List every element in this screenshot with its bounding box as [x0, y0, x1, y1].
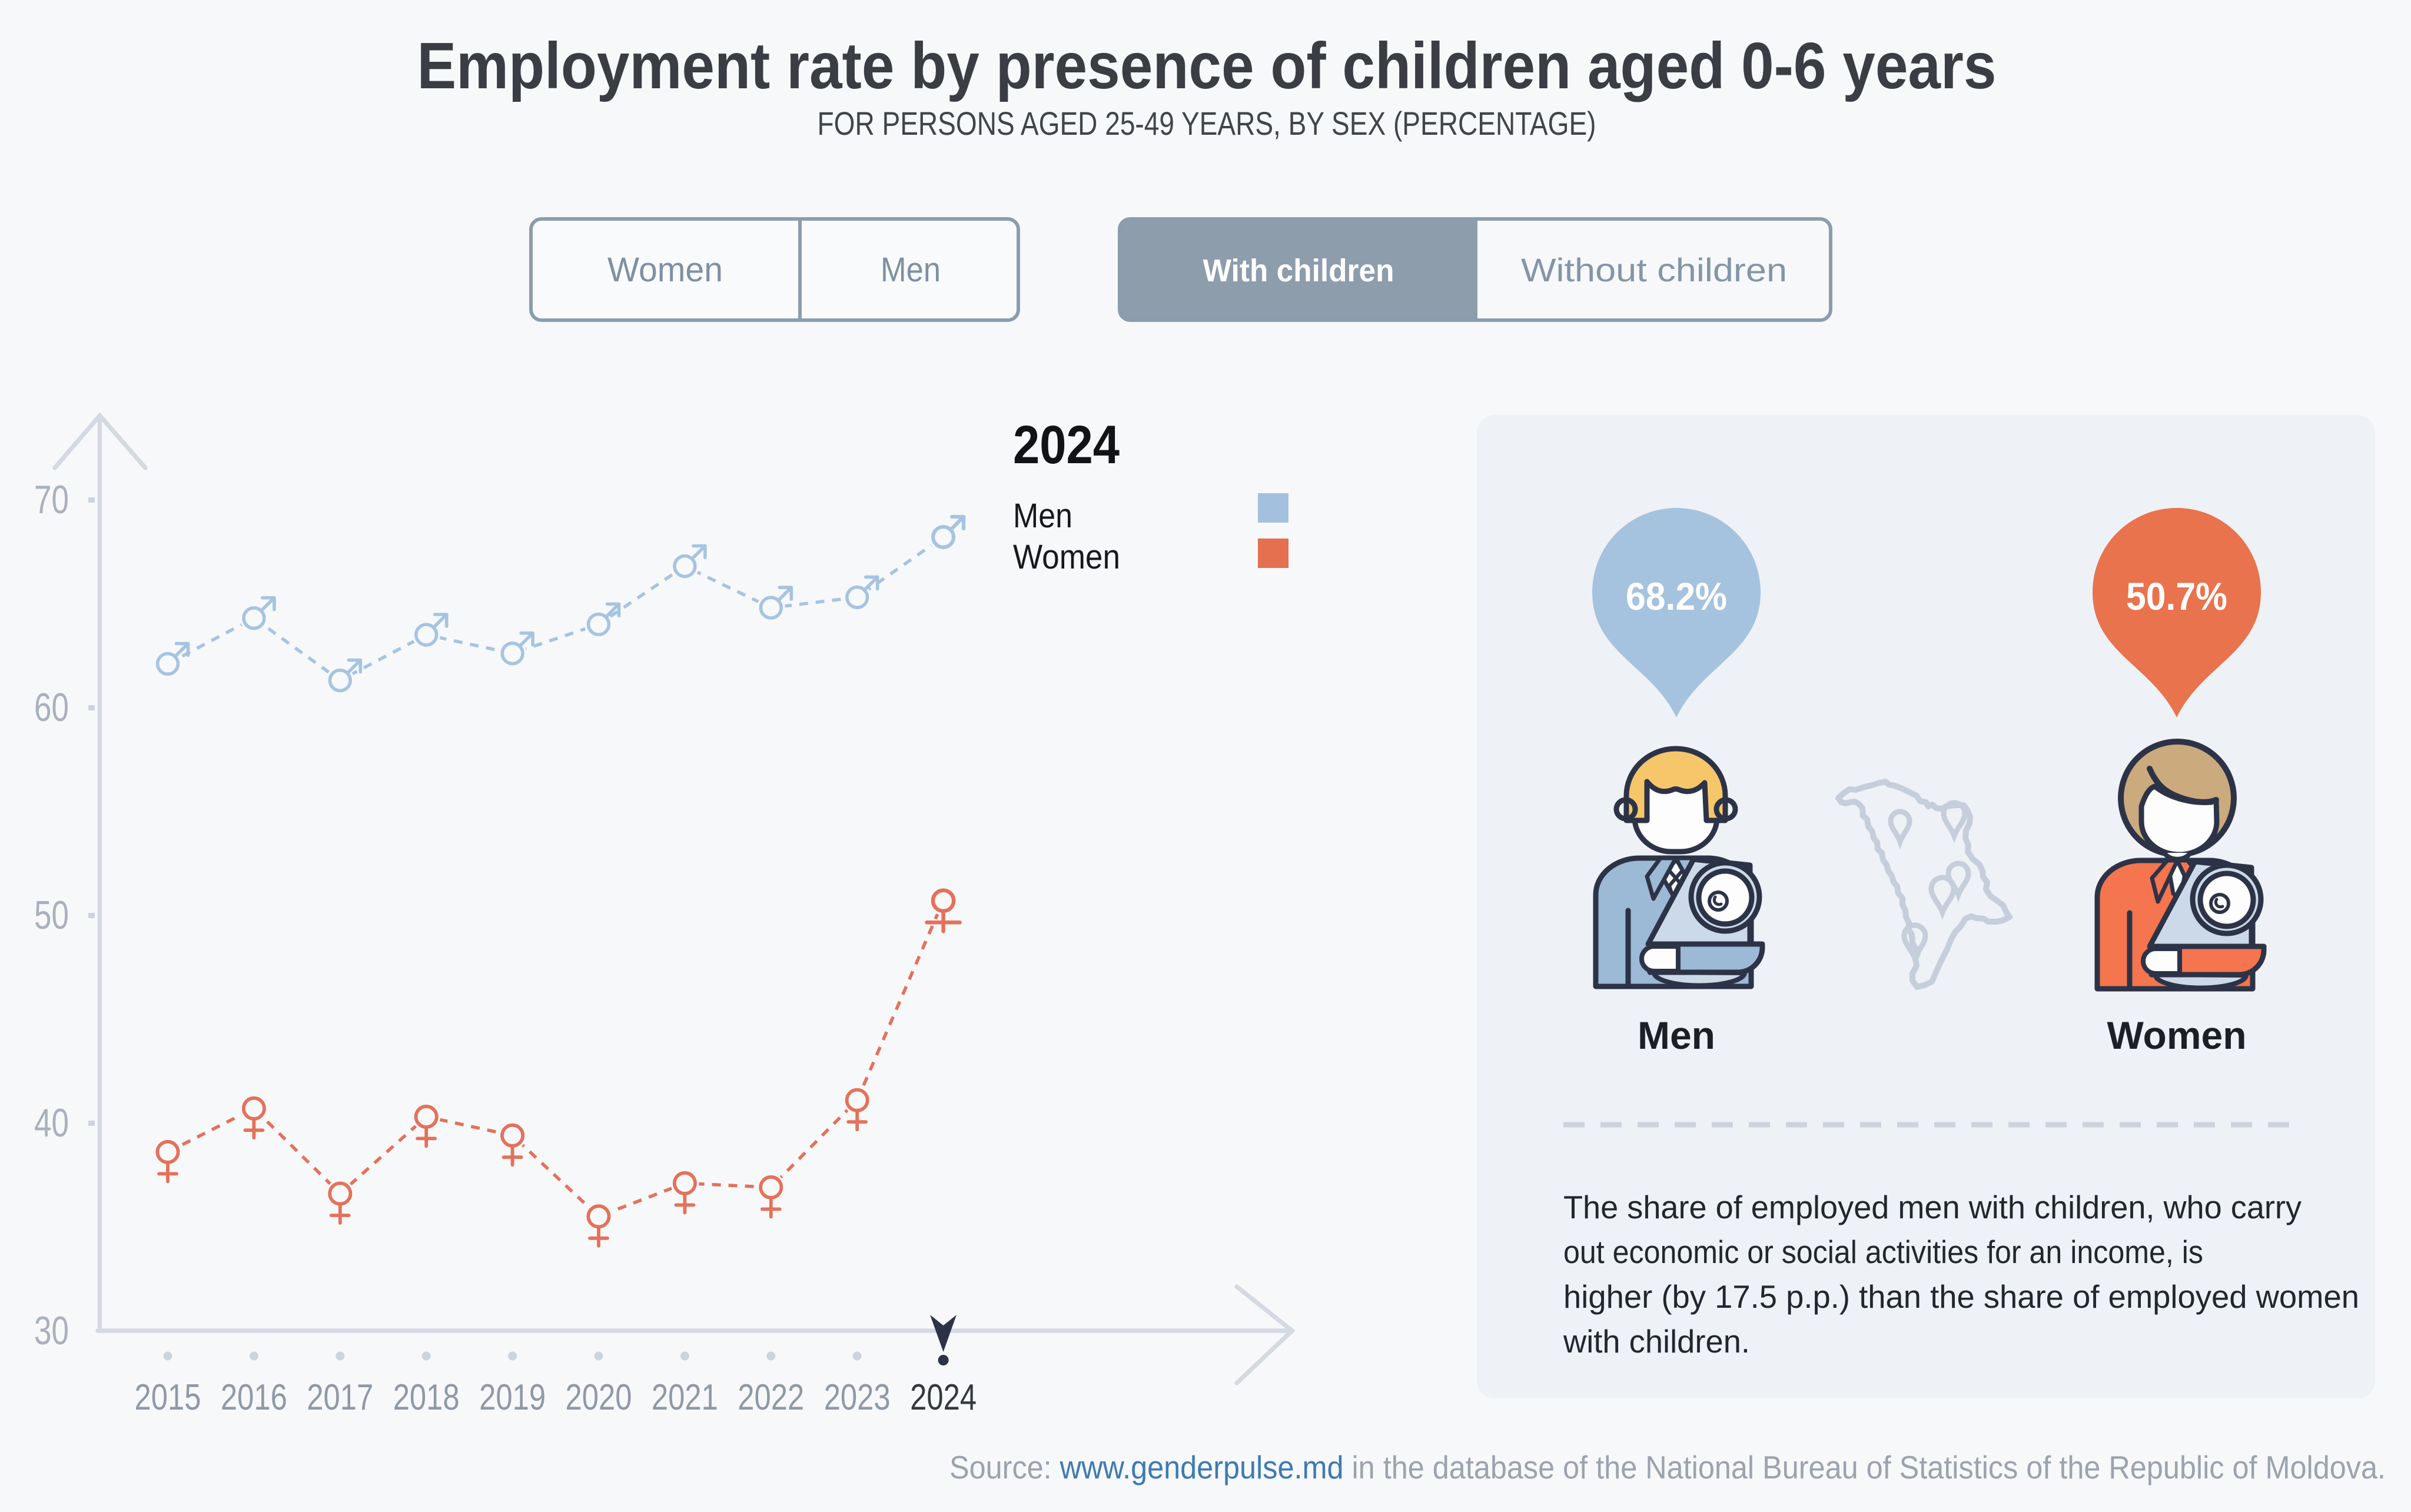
svg-text:higher (by 17.5 p.p.) than the: higher (by 17.5 p.p.) than the share of … [1563, 1278, 2359, 1315]
svg-text:Source: www.genderpulse.md in: Source: www.genderpulse.md in the databa… [949, 1449, 2386, 1486]
svg-text:Without children: Without children [1521, 251, 1787, 288]
svg-text:2017: 2017 [307, 1377, 373, 1418]
svg-text:Men: Men [1638, 1013, 1715, 1057]
svg-text:68.2%: 68.2% [1626, 574, 1727, 618]
svg-text:Women: Women [607, 251, 723, 289]
svg-text:out economic or social activit: out economic or social activities for an… [1563, 1234, 2203, 1270]
svg-text:Men: Men [1013, 497, 1072, 535]
svg-text:FOR PERSONS AGED 25-49 YEARS,: FOR PERSONS AGED 25-49 YEARS, BY SEX (PE… [818, 105, 1596, 142]
svg-text:2024: 2024 [910, 1377, 977, 1418]
svg-text:With children: With children [1203, 253, 1394, 288]
svg-text:Employment rate by presence of: Employment rate by presence of children … [417, 29, 1997, 102]
svg-text:2021: 2021 [652, 1377, 718, 1418]
svg-text:30: 30 [34, 1308, 69, 1353]
svg-text:2024: 2024 [1013, 415, 1120, 475]
svg-text:2020: 2020 [566, 1377, 632, 1418]
svg-text:50: 50 [34, 893, 69, 938]
svg-text:2022: 2022 [738, 1377, 804, 1418]
svg-text:2018: 2018 [393, 1377, 460, 1418]
svg-text:2023: 2023 [824, 1377, 891, 1418]
svg-text:70: 70 [34, 477, 69, 522]
svg-text:2019: 2019 [479, 1377, 546, 1418]
svg-text:50.7%: 50.7% [2126, 574, 2227, 618]
svg-text:2016: 2016 [221, 1377, 287, 1418]
svg-text:Women: Women [2107, 1013, 2246, 1057]
svg-text:The share of employed men with: The share of employed men with children,… [1563, 1189, 2302, 1225]
svg-text:Men: Men [881, 251, 941, 289]
svg-text:60: 60 [34, 685, 69, 730]
svg-text:40: 40 [34, 1101, 69, 1145]
svg-text:Women: Women [1013, 538, 1120, 576]
svg-text:2015: 2015 [135, 1377, 201, 1418]
svg-text:with children.: with children. [1563, 1323, 1750, 1360]
